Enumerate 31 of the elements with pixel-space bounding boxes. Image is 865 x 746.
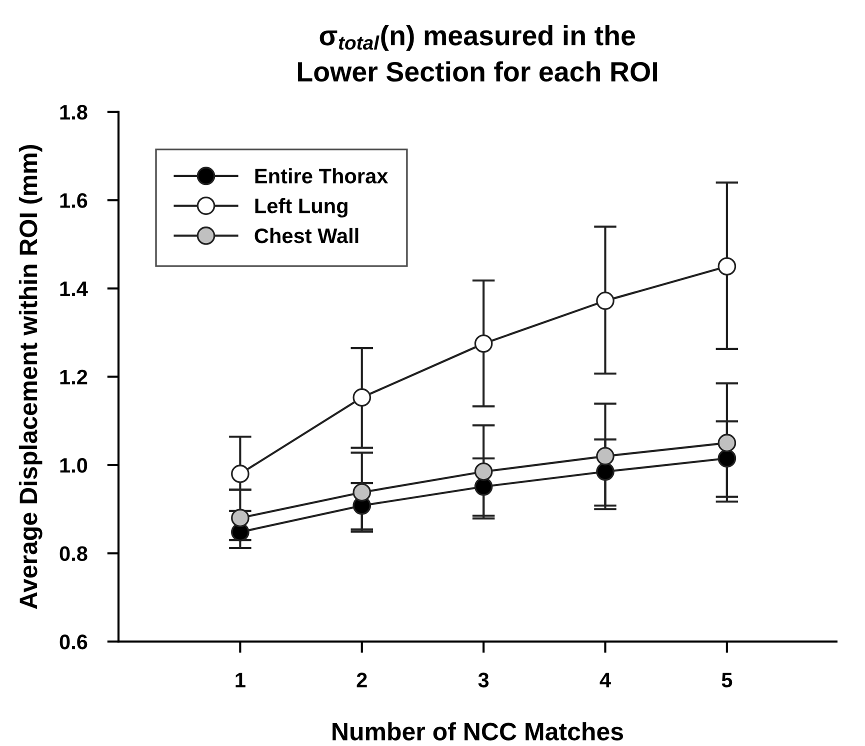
legend-label: Left Lung — [255, 198, 348, 218]
point — [596, 447, 614, 466]
y-tick-label: 1.6 — [60, 193, 88, 208]
legend-label: Entire Thorax — [255, 168, 388, 184]
point — [474, 462, 493, 481]
legend-label: Chest Wall — [254, 228, 358, 244]
y-axis-title: Average Displacement within ROI (mm) — [18, 145, 42, 610]
y-tick-label: 1.4 — [60, 282, 88, 296]
x-tick-label: 3 — [478, 672, 489, 688]
point — [474, 334, 493, 353]
point — [718, 434, 736, 452]
point — [352, 388, 372, 407]
x-tick-label: 1 — [236, 672, 246, 688]
x-tick-label: 5 — [722, 672, 732, 688]
point — [231, 464, 250, 484]
x-axis-title: Number of NCC Matches — [332, 722, 624, 740]
y-tick-label: 0.8 — [60, 546, 88, 562]
y-tick-label: 1.2 — [60, 370, 88, 384]
point — [596, 292, 614, 310]
point — [474, 477, 493, 496]
point — [352, 483, 372, 502]
y-tick-label: 1.0 — [60, 458, 88, 473]
point — [718, 449, 736, 468]
y-tick-label: 0.6 — [60, 634, 88, 650]
point — [596, 462, 614, 481]
point — [718, 257, 736, 276]
x-tick-label: 2 — [356, 672, 367, 688]
point — [231, 508, 250, 528]
x-tick-label: 4 — [600, 672, 611, 688]
y-tick-label: 1.8 — [60, 104, 88, 120]
chart-title: σ$_{total}$(n) measured in the Lower Section for each ROI — [298, 25, 657, 82]
